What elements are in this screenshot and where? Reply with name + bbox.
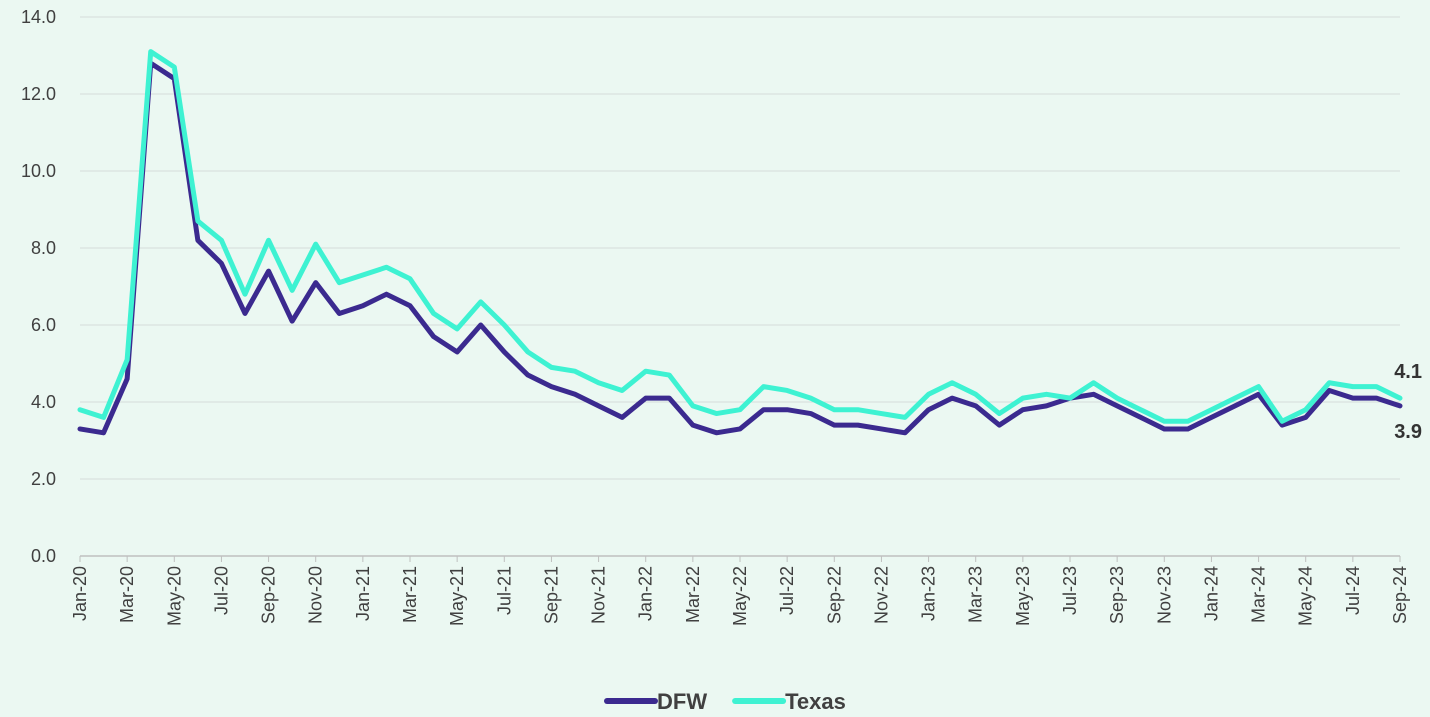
- x-tick-label: Mar-24: [1249, 566, 1269, 623]
- x-tick-label: Mar-22: [683, 566, 703, 623]
- y-tick-label: 2.0: [31, 469, 56, 489]
- x-tick-label: Sep-24: [1390, 566, 1410, 624]
- x-tick-label: Sep-21: [541, 566, 561, 624]
- end-label: 3.9: [1394, 421, 1422, 443]
- x-tick-label: Nov-20: [306, 566, 326, 624]
- y-tick-label: 6.0: [31, 315, 56, 335]
- y-tick-label: 0.0: [31, 546, 56, 566]
- x-tick-label: Sep-22: [824, 566, 844, 624]
- x-tick-label: Jul-20: [211, 566, 231, 615]
- legend-label: DFW: [657, 689, 707, 714]
- x-tick-label: Jan-23: [919, 566, 939, 621]
- x-tick-label: Jul-24: [1343, 566, 1363, 615]
- x-tick-label: Nov-21: [589, 566, 609, 624]
- x-tick-label: Jan-22: [636, 566, 656, 621]
- y-tick-label: 12.0: [21, 84, 56, 104]
- y-tick-label: 4.0: [31, 392, 56, 412]
- x-tick-label: Jul-21: [494, 566, 514, 615]
- y-tick-label: 14.0: [21, 7, 56, 27]
- x-tick-label: May-21: [447, 566, 467, 626]
- x-tick-label: Jan-21: [353, 566, 373, 621]
- x-tick-label: Jul-22: [777, 566, 797, 615]
- x-tick-label: Jan-20: [70, 566, 90, 621]
- x-tick-label: May-23: [1013, 566, 1033, 626]
- x-tick-label: Sep-20: [259, 566, 279, 624]
- x-tick-label: Mar-23: [966, 566, 986, 623]
- x-tick-label: Mar-20: [117, 566, 137, 623]
- end-label: 4.1: [1394, 361, 1422, 383]
- x-tick-label: Nov-22: [871, 566, 891, 624]
- x-tick-label: May-22: [730, 566, 750, 626]
- x-tick-label: Jan-24: [1201, 566, 1221, 621]
- legend-label: Texas: [785, 689, 846, 714]
- y-tick-label: 10.0: [21, 161, 56, 181]
- x-tick-label: Nov-23: [1154, 566, 1174, 624]
- series-line: [77, 49, 1403, 424]
- x-tick-label: Sep-23: [1107, 566, 1127, 624]
- x-tick-label: Mar-21: [400, 566, 420, 623]
- x-tick-label: May-20: [164, 566, 184, 626]
- x-tick-label: Jul-23: [1060, 566, 1080, 615]
- series-line: [77, 60, 1403, 436]
- x-tick-label: May-24: [1296, 566, 1316, 626]
- y-tick-label: 8.0: [31, 238, 56, 258]
